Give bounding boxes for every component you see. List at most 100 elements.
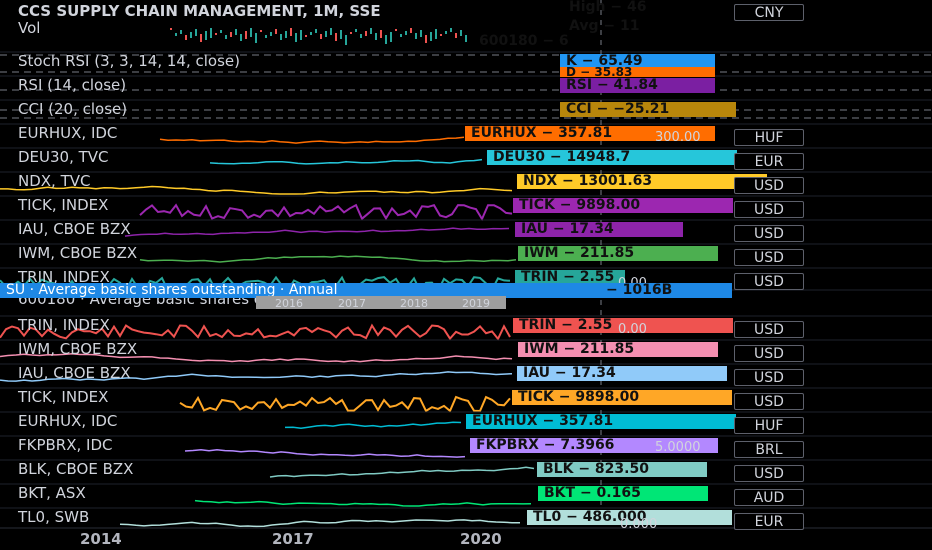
value-tag-12: IWM − 211.85 (518, 342, 718, 357)
price-candle (390, 32, 392, 42)
value-tag-11: TRIN − 2.55 (513, 318, 733, 333)
price-candle (205, 31, 207, 40)
currency-button-aud[interactable]: AUD (734, 489, 804, 506)
pane-legend-0[interactable]: Stoch RSI (3, 3, 14, 14, close) (18, 52, 240, 70)
x-axis-year: 2020 (460, 530, 502, 548)
price-candle (180, 30, 182, 34)
value-tag-19: TL0 − 486.000 (527, 510, 732, 525)
price-candle (360, 34, 362, 38)
currency-button-usd[interactable]: USD (734, 393, 804, 410)
value-tag-15: EURHUX − 357.81 (466, 414, 736, 429)
price-candle (260, 30, 262, 32)
price-candle (355, 29, 357, 32)
x-axis-year: 2017 (272, 530, 314, 548)
price-candle (295, 33, 297, 42)
pane-legend-3[interactable]: EURHUX, IDC (18, 124, 118, 142)
currency-button-usd[interactable]: USD (734, 369, 804, 386)
series-line-15 (284, 421, 462, 430)
pane-legend-6[interactable]: TICK, INDEX (18, 196, 109, 214)
price-candle (230, 32, 232, 37)
x-axis-year: 2014 (80, 530, 122, 548)
price-candle (190, 32, 192, 38)
series-line-19 (119, 519, 521, 528)
currency-button-huf[interactable]: HUF (734, 417, 804, 434)
price-candle (305, 35, 307, 37)
pane-scale-value: 5.0000 (655, 440, 701, 455)
currency-button-usd[interactable]: USD (734, 249, 804, 266)
series-line-18 (194, 499, 532, 507)
shares-year-tick: 2018 (400, 297, 428, 310)
pane-legend-13[interactable]: IAU, CBOE BZX (18, 364, 131, 382)
value-tag-14: TICK − 9898.00 (512, 390, 732, 405)
pane-scale-value: 0.000 (620, 517, 658, 532)
series-line-7 (124, 227, 510, 237)
currency-button-usd[interactable]: USD (734, 273, 804, 290)
price-candle (170, 28, 172, 30)
currency-button-cny[interactable]: CNY (734, 4, 804, 21)
pane-legend-15[interactable]: EURHUX, IDC (18, 412, 118, 430)
pane-legend-16[interactable]: FKPBRX, IDC (18, 436, 113, 454)
price-candle (320, 34, 322, 39)
pane-legend-9[interactable]: TRIN, INDEX (18, 268, 110, 286)
price-candle (425, 35, 427, 43)
price-candle (275, 29, 277, 34)
price-candle (225, 35, 227, 39)
price-candle (300, 30, 302, 40)
price-candle (415, 33, 417, 39)
chart-title: CCS SUPPLY CHAIN MANAGEMENT, 1M, SSE (18, 2, 381, 20)
pane-legend-8[interactable]: IWM, CBOE BZX (18, 244, 138, 262)
currency-button-usd[interactable]: USD (734, 345, 804, 362)
pane-legend-7[interactable]: IAU, CBOE BZX (18, 220, 131, 238)
price-candle (175, 33, 177, 36)
volume-label: Vol (18, 19, 41, 37)
value-tag-3: EURHUX − 357.81 (465, 126, 715, 141)
currency-button-eur[interactable]: EUR (734, 513, 804, 530)
pane-legend-17[interactable]: BLK, CBOE BZX (18, 460, 134, 478)
currency-button-usd[interactable]: USD (734, 321, 804, 338)
price-candle (455, 33, 457, 38)
currency-button-usd[interactable]: USD (734, 177, 804, 194)
pane-legend-14[interactable]: TICK, INDEX (18, 388, 109, 406)
currency-button-huf[interactable]: HUF (734, 129, 804, 146)
price-candle (290, 28, 292, 36)
value-tag-0: K − 65.49 (560, 54, 715, 69)
price-candle (375, 33, 377, 40)
currency-button-eur[interactable]: EUR (734, 153, 804, 170)
price-candle (280, 34, 282, 40)
high-tag: High − 46 (569, 0, 647, 15)
pane-legend-18[interactable]: BKT, ASX (18, 484, 86, 502)
pane-legend-12[interactable]: IWM, CBOE BZX (18, 340, 138, 358)
pane-legend-2[interactable]: CCI (20, close) (18, 100, 128, 118)
pane-scale-value: 0.00 (618, 322, 647, 337)
value-tag-1: RSI − 41.84 (560, 78, 715, 93)
currency-button-usd[interactable]: USD (734, 225, 804, 242)
series-line-11 (0, 323, 511, 341)
pane-legend-1[interactable]: RSI (14, close) (18, 76, 127, 94)
currency-button-brl[interactable]: BRL (734, 441, 804, 458)
shares-year-tick: 2016 (275, 297, 303, 310)
pane-legend-5[interactable]: NDX, TVC (18, 172, 91, 190)
series-line-16 (184, 448, 466, 458)
currency-button-usd[interactable]: USD (734, 201, 804, 218)
pane-scale-value: 300.00 (655, 130, 701, 145)
price-candle (370, 28, 372, 34)
pane-legend-19[interactable]: TL0, SWB (18, 508, 90, 526)
currency-button-usd[interactable]: USD (734, 465, 804, 482)
price-candle (270, 32, 272, 36)
stoch-d-tag: D − 35.83 (560, 67, 715, 77)
value-tag-13: IAU − 17.34 (517, 366, 727, 381)
price-candle (215, 33, 217, 35)
shares-overlay-label: SU · Average basic shares outstanding · … (0, 283, 600, 298)
price-candle (380, 30, 382, 38)
price-candle (250, 28, 252, 37)
price-candle (400, 34, 402, 37)
price-candle (265, 35, 267, 38)
pane-legend-11[interactable]: TRIN, INDEX (18, 316, 110, 334)
price-candle (310, 32, 312, 35)
series-line-13 (0, 371, 513, 382)
series-line-8 (139, 255, 517, 263)
value-tag-6: TICK − 9898.00 (513, 198, 733, 213)
pane-legend-4[interactable]: DEU30, TVC (18, 148, 109, 166)
price-candle (200, 34, 202, 42)
